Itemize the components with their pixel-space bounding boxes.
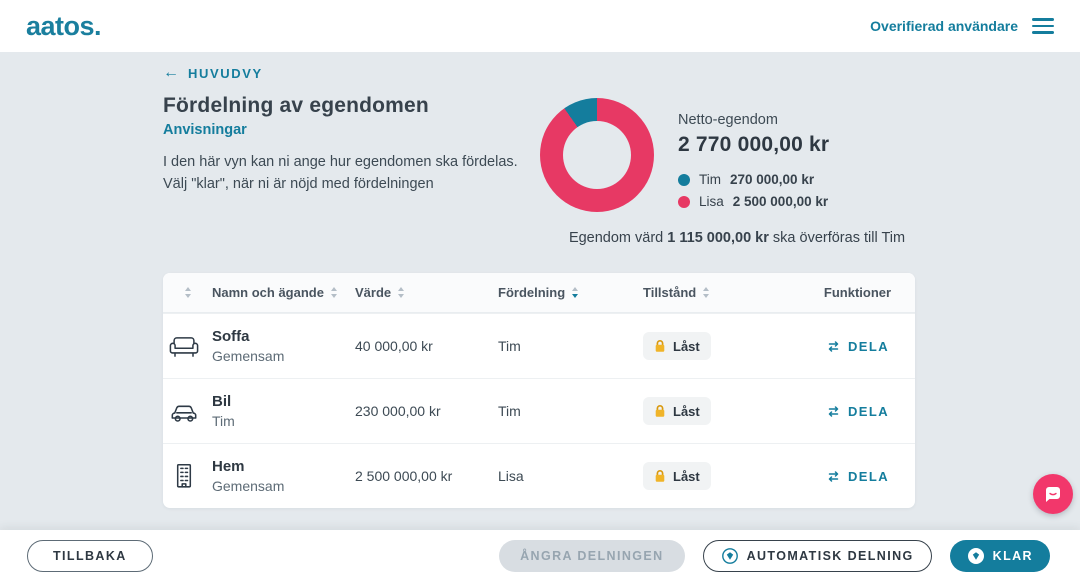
legend-value: 2 500 000,00 kr [732, 194, 829, 209]
legend-dot-tim [678, 173, 690, 186]
locked-badge[interactable]: Låst [643, 332, 711, 360]
gem-icon [721, 548, 738, 564]
asset-action-cell: DELA [800, 469, 915, 484]
chat-button[interactable] [1033, 474, 1073, 514]
asset-value-cell: 2 500 000,00 kr [355, 468, 453, 484]
bottom-action-bar: TILLBAKA ÅNGRA DELNINGEN AUTOMATISK DELN… [0, 530, 1080, 582]
breadcrumb-label: HUVUDVY [188, 65, 263, 81]
sort-icon [184, 287, 191, 298]
legend-name: Tim [699, 172, 721, 187]
lock-icon [655, 340, 665, 352]
share-button[interactable]: DELA [826, 469, 889, 484]
asset-allocation-cell: Lisa [498, 468, 524, 484]
top-bar: aatos. Overifierad användare [0, 0, 1080, 52]
net-estate-summary: Netto-egendom 2 770 000,00 kr Tim 270 00… [678, 112, 829, 209]
lock-icon [655, 405, 665, 417]
column-header-value[interactable]: Värde [352, 285, 497, 300]
app-logo[interactable]: aatos. [26, 10, 102, 41]
sort-icon-active [572, 287, 579, 298]
user-status-link[interactable]: Overifierad användare [870, 18, 1018, 34]
donut-hole [563, 121, 631, 189]
asset-value-cell: 40 000,00 kr [355, 338, 433, 354]
back-arrow-icon: ← [163, 64, 179, 81]
legend-item-tim: Tim 270 000,00 kr [678, 172, 829, 187]
table-header-row: Namn och ägande Värde Fördelning Tillstå… [163, 273, 915, 313]
back-button[interactable]: TILLBAKA [27, 540, 153, 572]
legend-item-lisa: Lisa 2 500 000,00 kr [678, 194, 829, 209]
locked-badge[interactable]: Låst [643, 462, 711, 490]
asset-name-cell: Bil Tim [212, 393, 235, 429]
column-header-sort[interactable] [163, 287, 205, 298]
locked-badge[interactable]: Låst [643, 397, 711, 425]
sort-icon [398, 287, 405, 298]
asset-action-cell: DELA [800, 404, 915, 419]
asset-allocation-cell: Tim [498, 403, 521, 419]
share-button[interactable]: DELA [826, 404, 889, 419]
asset-action-cell: DELA [800, 339, 915, 354]
sofa-icon [163, 328, 205, 364]
net-estate-donut [540, 98, 654, 212]
asset-status-cell: Låst [640, 462, 800, 490]
legend-dot-lisa [678, 195, 690, 208]
asset-name-cell: Hem Gemensam [212, 458, 285, 494]
column-header-actions: Funktioner [823, 285, 892, 300]
asset-status-cell: Låst [640, 397, 800, 425]
table-row: Hem Gemensam 2 500 000,00 kr Lisa Låst [163, 443, 915, 508]
asset-value-cell: 230 000,00 kr [355, 403, 441, 419]
swap-arrows-icon [828, 470, 839, 482]
share-button[interactable]: DELA [826, 339, 889, 354]
swap-arrows-icon [828, 340, 839, 352]
asset-status-cell: Låst [640, 332, 800, 360]
footer-right-group: ÅNGRA DELNINGEN AUTOMATISK DELNING KLAR [499, 540, 1050, 572]
gem-icon [967, 548, 984, 564]
car-icon [163, 393, 205, 429]
lock-icon [655, 470, 665, 482]
chat-bubble-icon [1046, 487, 1060, 502]
assets-table: Namn och ägande Värde Fördelning Tillstå… [163, 273, 915, 508]
net-estate-value: 2 770 000,00 kr [678, 133, 830, 156]
table-row: Bil Tim 230 000,00 kr Tim Låst [163, 378, 915, 443]
intro-block: Fördelning av egendomen Anvisningar I de… [163, 94, 543, 195]
main-content: ← HUVUDVY Fördelning av egendomen Anvisn… [0, 52, 1080, 530]
net-estate-label: Netto-egendom [678, 112, 778, 128]
page-description: I den här vyn kan ni ange hur egendomen … [163, 154, 518, 192]
automatic-division-button[interactable]: AUTOMATISK DELNING [702, 540, 932, 572]
column-header-name[interactable]: Namn och ägande [205, 285, 352, 300]
asset-allocation-cell: Tim [498, 338, 521, 354]
done-button[interactable]: KLAR [949, 540, 1050, 572]
swap-arrows-icon [828, 405, 839, 417]
table-row: Soffa Gemensam 40 000,00 kr Tim Låst [163, 313, 915, 378]
page-title: Fördelning av egendomen [163, 94, 429, 117]
building-icon [163, 458, 205, 494]
sort-icon [703, 287, 710, 298]
undo-division-button[interactable]: ÅNGRA DELNINGEN [499, 540, 685, 572]
asset-name-cell: Soffa Gemensam [212, 328, 285, 364]
sort-icon [330, 287, 337, 298]
menu-icon[interactable] [1032, 15, 1054, 37]
legend-value: 270 000,00 kr [730, 172, 815, 187]
column-header-allocation[interactable]: Fördelning [497, 285, 640, 300]
legend-name: Lisa [699, 194, 724, 209]
transfer-summary: Egendom värd 1 115 000,00 kr ska överför… [568, 230, 906, 246]
topbar-right: Overifierad användare [870, 15, 1054, 37]
column-header-status[interactable]: Tillstånd [640, 285, 800, 300]
breadcrumb-back-link[interactable]: ← HUVUDVY [163, 64, 263, 82]
chart-legend: Tim 270 000,00 kr Lisa 2 500 000,00 kr [678, 172, 829, 209]
instructions-link[interactable]: Anvisningar [163, 122, 247, 138]
